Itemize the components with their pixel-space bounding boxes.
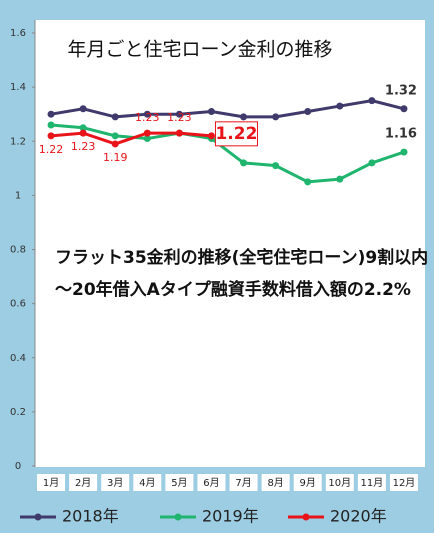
x-label-box xyxy=(133,474,162,491)
x-tick-label: 10月 xyxy=(328,477,351,489)
data-label: 1.16 xyxy=(385,127,417,142)
point xyxy=(304,178,312,186)
point xyxy=(143,110,151,118)
x-label-box xyxy=(37,474,66,491)
y-tick-label: 0.2 xyxy=(10,407,26,418)
point xyxy=(336,175,344,183)
y-tick-label: 0.6 xyxy=(10,299,26,310)
legend-marker xyxy=(34,513,42,521)
annotation: フラット35金利の推移(全宅住宅ローン)9割以内 xyxy=(55,247,428,268)
data-label: 1.32 xyxy=(385,83,417,98)
x-tick-label: 1月 xyxy=(43,477,59,489)
x-label-box xyxy=(261,474,290,491)
x-label-box xyxy=(229,474,258,491)
x-tick-label: 4月 xyxy=(139,477,155,489)
annotation: ～20年借入Aタイプ融資手数料借入額の2.2% xyxy=(55,279,411,300)
x-tick-label: 7月 xyxy=(235,477,251,489)
point xyxy=(400,148,408,156)
point xyxy=(143,135,151,143)
point xyxy=(272,113,280,121)
x-tick-label: 3月 xyxy=(107,477,123,489)
y-tick-label: 1.4 xyxy=(10,82,26,93)
point xyxy=(240,113,248,121)
data-label: 1.23 xyxy=(167,111,192,124)
plot-area xyxy=(35,20,425,467)
series-line xyxy=(50,131,212,146)
point xyxy=(368,97,376,105)
point xyxy=(111,113,119,121)
x-tick-label: 2月 xyxy=(75,477,91,489)
y-tick-label: 1.6 xyxy=(10,28,26,39)
y-tick-label: 0.4 xyxy=(10,353,26,364)
point xyxy=(79,124,87,132)
x-tick-label: 6月 xyxy=(203,477,219,489)
x-tick-label: 11月 xyxy=(361,477,384,489)
point xyxy=(175,129,183,137)
x-tick-label: 5月 xyxy=(171,477,187,489)
y-tick-label: 0 xyxy=(15,461,21,472)
point xyxy=(336,102,344,110)
legend-label: 2018年 xyxy=(62,507,119,526)
point xyxy=(47,132,55,140)
x-tick-label: 9月 xyxy=(300,477,316,489)
point xyxy=(143,129,151,137)
legend-marker xyxy=(174,513,182,521)
point xyxy=(47,121,55,129)
y-tick-label: 1.2 xyxy=(10,136,26,147)
chart-title: 年月ごと住宅ローン金利の推移 xyxy=(67,39,332,61)
point xyxy=(79,105,87,113)
point xyxy=(207,132,215,140)
label-box xyxy=(214,121,258,147)
point xyxy=(207,107,215,115)
point xyxy=(400,105,408,113)
point xyxy=(111,140,119,148)
x-label-box xyxy=(69,474,98,491)
point xyxy=(304,107,312,115)
x-label-box xyxy=(165,474,194,491)
x-label-box xyxy=(197,474,226,491)
series-line xyxy=(50,99,405,119)
data-label: 1.22 xyxy=(215,124,257,144)
point xyxy=(368,159,376,167)
point xyxy=(111,132,119,140)
series-line xyxy=(50,123,405,184)
point xyxy=(175,110,183,118)
point xyxy=(47,110,55,118)
point xyxy=(272,162,280,170)
x-label-box xyxy=(293,474,322,491)
x-label-box xyxy=(325,474,354,491)
data-label: 1.22 xyxy=(39,143,64,156)
x-label-box xyxy=(357,474,386,491)
x-label-box xyxy=(101,474,130,491)
x-label-box xyxy=(389,474,418,491)
point xyxy=(79,129,87,137)
legend-marker xyxy=(302,513,310,521)
y-tick-label: 1 xyxy=(15,190,21,201)
y-tick-label: 0.8 xyxy=(10,245,26,256)
data-label: 1.23 xyxy=(135,111,160,124)
legend-label: 2019年 xyxy=(202,507,259,526)
legend-label: 2020年 xyxy=(330,507,387,526)
point xyxy=(240,159,248,167)
data-label: 1.23 xyxy=(71,140,96,153)
x-tick-label: 8月 xyxy=(267,477,283,489)
x-tick-label: 12月 xyxy=(393,477,416,489)
data-label: 1.19 xyxy=(103,151,128,164)
